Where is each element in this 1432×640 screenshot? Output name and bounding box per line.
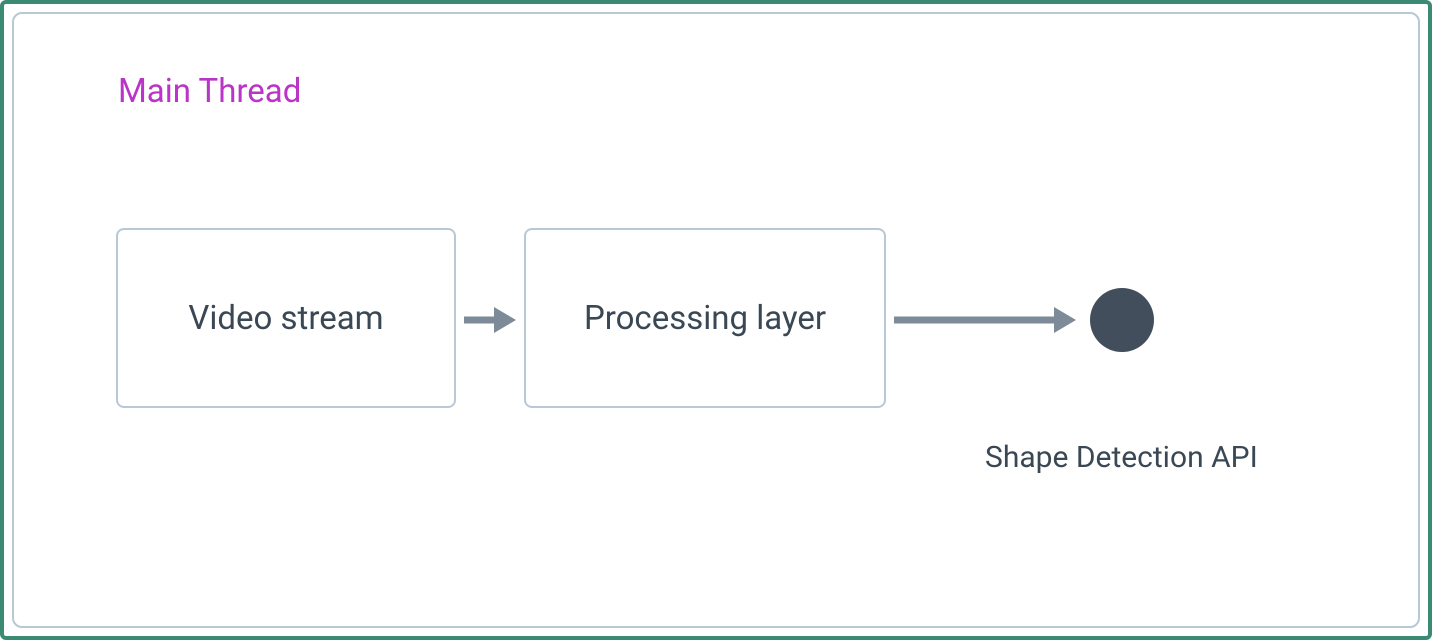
arrow-processing-to-api [864,290,1106,350]
node-processing-layer: Processing layer [524,228,886,408]
diagram-title: Main Thread [118,72,301,111]
node-processing-layer-label: Processing layer [584,299,826,338]
arrow-video-to-processing [434,290,546,350]
node-video-stream-label: Video stream [188,299,383,338]
node-video-stream: Video stream [116,228,456,408]
node-shape-detection-api [1090,288,1154,352]
node-shape-detection-api-label: Shape Detection API [985,440,1258,475]
